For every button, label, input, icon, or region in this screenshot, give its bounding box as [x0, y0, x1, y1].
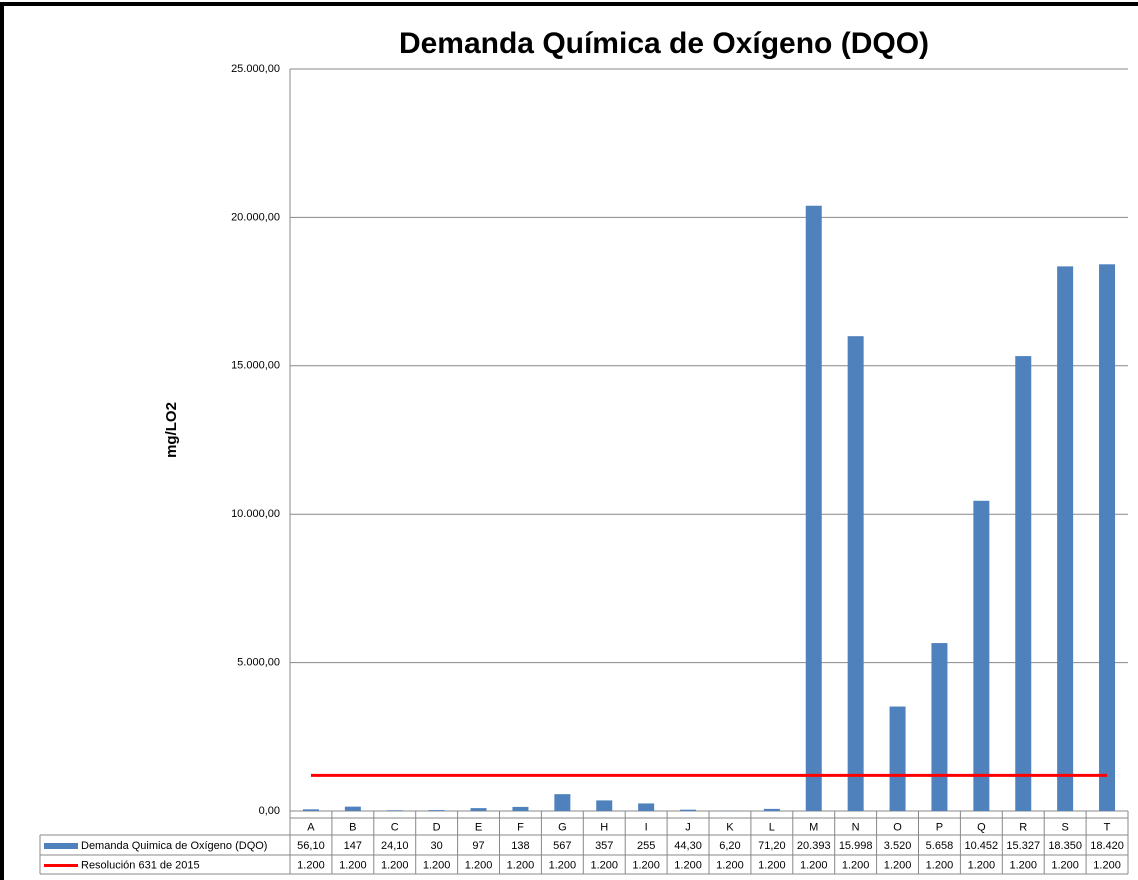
data-label: 97: [472, 840, 484, 852]
x-tick-label: I: [645, 821, 648, 833]
bar: [596, 800, 613, 811]
x-tick-label: M: [809, 821, 818, 833]
x-tick-label: S: [1061, 821, 1068, 833]
data-label: 1.200: [1093, 859, 1121, 871]
data-label: 1.200: [465, 859, 493, 871]
data-label: 3.520: [884, 840, 912, 852]
data-label: 10.452: [965, 840, 999, 852]
data-label: 1.200: [926, 859, 954, 871]
bar: [554, 794, 571, 811]
data-label: 15.327: [1006, 840, 1040, 852]
legend-swatch: [44, 843, 78, 849]
bar: [638, 803, 655, 811]
bar: [302, 809, 319, 811]
bar: [847, 336, 864, 811]
x-tick-label: J: [685, 821, 691, 833]
data-label: 30: [431, 840, 443, 852]
data-label: 18.420: [1090, 840, 1124, 852]
x-tick-label: N: [852, 821, 860, 833]
data-label: 255: [637, 840, 655, 852]
x-tick-label: T: [1104, 821, 1111, 833]
data-label: 44,30: [674, 840, 702, 852]
data-label: 1.200: [842, 859, 870, 871]
data-label: 18.350: [1048, 840, 1082, 852]
x-tick-label: P: [936, 821, 943, 833]
x-tick-label: C: [391, 821, 399, 833]
y-tick-label: 15.000,00: [231, 360, 280, 372]
bar: [931, 643, 948, 811]
x-tick-label: H: [600, 821, 608, 833]
data-label: 56,10: [297, 840, 325, 852]
data-label: 1.200: [507, 859, 535, 871]
bar: [805, 205, 822, 811]
data-label: 1.200: [758, 859, 786, 871]
legend-label: Demanda Quimica de Oxígeno (DQO): [81, 840, 267, 852]
bar: [973, 500, 990, 811]
y-tick-label: 0,00: [259, 805, 280, 817]
data-label: 1.200: [632, 859, 660, 871]
x-tick-label: A: [307, 821, 315, 833]
data-label: 1.200: [968, 859, 996, 871]
data-label: 20.393: [797, 840, 831, 852]
x-tick-label: Q: [977, 821, 986, 833]
x-tick-label: L: [769, 821, 775, 833]
data-label: 1.200: [1009, 859, 1037, 871]
bar: [1057, 266, 1074, 811]
data-label: 138: [511, 840, 529, 852]
data-label: 1.200: [1051, 859, 1079, 871]
bar: [344, 806, 361, 811]
bar: [1015, 356, 1032, 811]
data-label: 147: [344, 840, 362, 852]
chart-title: Demanda Química de Oxígeno (DQO): [399, 27, 929, 60]
bar: [428, 810, 445, 811]
data-label: 24,10: [381, 840, 409, 852]
y-tick-label: 25.000,00: [231, 63, 280, 75]
data-label: 1.200: [674, 859, 702, 871]
data-label: 15.998: [839, 840, 873, 852]
bar: [386, 810, 403, 811]
x-tick-label: R: [1019, 821, 1027, 833]
data-label: 1.200: [800, 859, 828, 871]
x-tick-label: F: [517, 821, 524, 833]
y-tick-label: 20.000,00: [231, 211, 280, 223]
bar: [1099, 264, 1116, 811]
data-label: 1.200: [423, 859, 451, 871]
y-tick-label: 5.000,00: [237, 657, 280, 669]
data-label: 357: [595, 840, 613, 852]
data-label: 1.200: [297, 859, 325, 871]
data-label: 1.200: [381, 859, 409, 871]
y-axis-label: mg/LO2: [163, 402, 180, 458]
x-tick-label: G: [558, 821, 567, 833]
bar: [512, 806, 529, 811]
bar: [763, 808, 780, 811]
data-label: 1.200: [716, 859, 744, 871]
data-label: 567: [553, 840, 571, 852]
data-label: 1.200: [339, 859, 367, 871]
x-tick-label: O: [893, 821, 902, 833]
bar: [889, 706, 906, 811]
data-label: 1.200: [549, 859, 577, 871]
bar: [470, 808, 487, 811]
data-label: 5.658: [926, 840, 954, 852]
x-tick-label: E: [475, 821, 482, 833]
data-label: 6,20: [719, 840, 740, 852]
bar: [680, 809, 697, 811]
y-tick-label: 10.000,00: [231, 508, 280, 520]
x-tick-label: K: [726, 821, 734, 833]
data-label: 71,20: [758, 840, 786, 852]
data-label: 1.200: [590, 859, 618, 871]
x-tick-label: B: [349, 821, 356, 833]
legend-label: Resolución 631 de 2015: [81, 859, 200, 871]
data-label: 1.200: [884, 859, 912, 871]
x-tick-label: D: [433, 821, 441, 833]
